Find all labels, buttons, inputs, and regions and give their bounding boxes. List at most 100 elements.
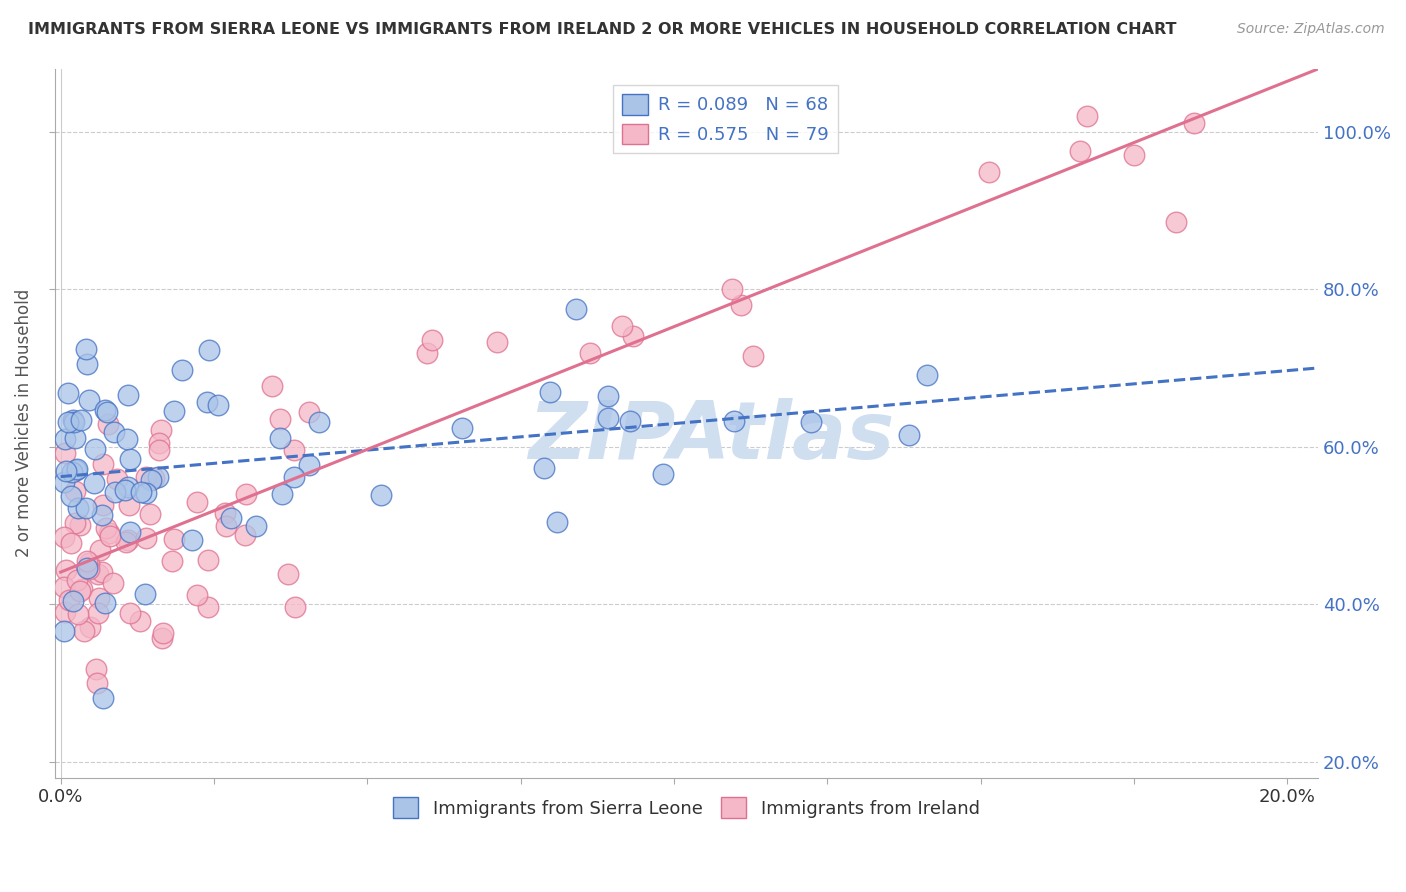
Point (197, 552, 219, 566)
Point (75, 342, 97, 356)
Point (134, 486, 156, 500)
Point (53, 605, 76, 619)
Point (215, 518, 238, 533)
Point (73, 624, 96, 639)
Point (77, 393, 100, 408)
Point (59, 536, 82, 550)
Point (283, 443, 305, 458)
Point (150, 632, 173, 646)
Point (723, 415, 745, 429)
Point (128, 614, 150, 628)
Point (197, 394, 219, 409)
Point (67, 500, 90, 515)
Point (77, 556, 100, 570)
Point (298, 404, 321, 418)
Point (135, 470, 157, 484)
Point (77, 562, 100, 576)
Point (284, 600, 307, 615)
Point (269, 412, 291, 426)
Point (52, 530, 75, 544)
Point (86, 606, 108, 620)
Point (148, 443, 170, 458)
Point (619, 414, 641, 428)
Point (149, 423, 172, 437)
Point (58, 592, 80, 607)
Point (730, 298, 752, 312)
Point (207, 398, 229, 412)
Point (610, 319, 633, 334)
Point (233, 527, 256, 541)
Point (84, 663, 107, 677)
Point (58, 385, 80, 400)
Point (60, 465, 83, 479)
Point (98, 528, 121, 542)
Point (152, 625, 174, 640)
Point (546, 515, 568, 529)
Point (977, 164, 1000, 178)
Point (162, 554, 184, 568)
Point (370, 488, 392, 502)
Point (69, 518, 91, 533)
Point (83, 475, 105, 490)
Point (596, 389, 619, 403)
Point (94, 521, 117, 535)
Point (89, 591, 111, 605)
Point (1076, 109, 1098, 123)
Point (298, 458, 321, 473)
Point (86, 676, 108, 690)
Point (76, 357, 98, 371)
Point (915, 368, 938, 383)
Point (65, 516, 87, 531)
Point (142, 471, 165, 485)
Point (93, 691, 115, 706)
Point (62, 413, 84, 427)
Point (245, 518, 267, 533)
Point (52, 580, 75, 594)
Point (308, 415, 330, 429)
Point (283, 469, 305, 483)
Point (163, 532, 186, 546)
Point (117, 388, 139, 402)
Point (53, 432, 76, 446)
Point (146, 469, 169, 483)
Point (91, 508, 114, 523)
Point (86, 567, 108, 582)
Text: Source: ZipAtlas.com: Source: ZipAtlas.com (1237, 22, 1385, 37)
Point (98, 526, 121, 541)
Point (565, 301, 588, 316)
Y-axis label: 2 or more Vehicles in Household: 2 or more Vehicles in Household (15, 289, 32, 558)
Point (120, 451, 142, 466)
Point (76, 554, 98, 568)
Point (235, 486, 257, 500)
Point (79, 619, 101, 633)
Point (56, 415, 79, 429)
Point (62, 594, 84, 608)
Point (540, 384, 562, 399)
Point (105, 472, 128, 486)
Point (52, 475, 75, 490)
Point (1069, 145, 1091, 159)
Point (55, 465, 77, 479)
Point (651, 467, 673, 481)
Point (799, 415, 821, 429)
Point (181, 533, 204, 548)
Point (115, 534, 138, 549)
Point (621, 329, 644, 343)
Point (721, 282, 744, 296)
Point (277, 566, 299, 581)
Point (134, 586, 156, 600)
Text: IMMIGRANTS FROM SIERRA LEONE VS IMMIGRANTS FROM IRELAND 2 OR MORE VEHICLES IN HO: IMMIGRANTS FROM SIERRA LEONE VS IMMIGRAN… (28, 22, 1177, 37)
Point (66, 573, 89, 587)
Point (69, 412, 91, 426)
Point (271, 487, 294, 501)
Point (91, 565, 114, 579)
Point (485, 334, 508, 349)
Point (53, 446, 76, 460)
Point (596, 411, 619, 425)
Point (742, 349, 765, 363)
Point (84, 442, 107, 456)
Point (1123, 148, 1146, 162)
Point (117, 480, 139, 494)
Point (96, 405, 118, 419)
Point (120, 607, 142, 621)
